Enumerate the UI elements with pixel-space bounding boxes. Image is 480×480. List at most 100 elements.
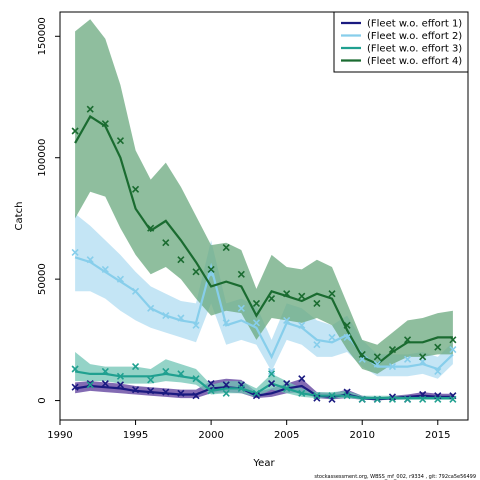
series-3-point bbox=[177, 370, 185, 378]
series-3-point bbox=[328, 392, 336, 400]
series-3-line bbox=[74, 370, 453, 400]
series-4-point bbox=[131, 185, 140, 193]
x-tick-label: 2005 bbox=[274, 430, 299, 441]
series-2-point bbox=[298, 321, 306, 329]
series-1-point bbox=[222, 381, 230, 389]
plot-area bbox=[71, 19, 457, 403]
series-4-point bbox=[388, 346, 397, 354]
series-4-point bbox=[373, 353, 381, 361]
series-4-line bbox=[74, 114, 453, 366]
series-4-point bbox=[71, 127, 79, 135]
series-2-point bbox=[237, 304, 245, 312]
x-tick-label: 2000 bbox=[198, 430, 223, 441]
x-axis-label: Year bbox=[252, 458, 275, 469]
series-2-point bbox=[86, 256, 94, 264]
series-3-point bbox=[419, 395, 427, 403]
series-3-point bbox=[267, 370, 276, 378]
series-3-point bbox=[343, 392, 351, 400]
series-1-point bbox=[71, 383, 79, 391]
series-4-point bbox=[147, 224, 155, 232]
series-1-point bbox=[131, 386, 140, 394]
series-2-point bbox=[373, 360, 381, 368]
series-4-point bbox=[403, 336, 412, 344]
series-4-point bbox=[222, 244, 230, 252]
series-4-point bbox=[298, 292, 306, 300]
series-4-point bbox=[252, 299, 261, 307]
y-tick-label: 0 bbox=[37, 397, 48, 403]
series-4-point bbox=[358, 350, 366, 358]
series-3-band bbox=[75, 352, 453, 400]
y-tick-label: 50000 bbox=[37, 263, 48, 295]
series-2-point bbox=[116, 275, 125, 283]
plot-frame bbox=[59, 11, 469, 421]
series-3-point bbox=[71, 365, 79, 373]
series-1-point bbox=[192, 392, 200, 400]
legend: (Fleet w.o. effort 1) (Fleet w.o. effort … bbox=[333, 11, 469, 73]
series-3-point bbox=[388, 395, 397, 403]
series-2-point bbox=[147, 304, 155, 312]
series-3-point bbox=[162, 367, 170, 375]
series-2-point bbox=[403, 355, 412, 363]
series-4-point bbox=[267, 295, 276, 303]
y-axis-label: Catch bbox=[14, 202, 25, 231]
series-4-point bbox=[101, 120, 109, 128]
series-4-point bbox=[419, 353, 427, 361]
series-4-point bbox=[86, 105, 94, 113]
series-1-point bbox=[101, 380, 109, 388]
series-1-point bbox=[147, 387, 155, 395]
x-tick-label: 2015 bbox=[425, 430, 450, 441]
series-3-point bbox=[434, 395, 442, 403]
series-3-point bbox=[116, 372, 125, 380]
series-1-point bbox=[267, 380, 276, 388]
series-1-point bbox=[86, 380, 94, 388]
series-1-point bbox=[207, 380, 215, 388]
footer-note: stockassessment.org, WBSS_mf_002, r9334 … bbox=[314, 474, 476, 480]
series-3-point bbox=[86, 381, 94, 389]
series-3-point bbox=[403, 395, 412, 403]
legend-label-1: (Fleet w.o. effort 1) bbox=[367, 19, 462, 30]
series-2-point bbox=[328, 333, 336, 341]
series-2-point bbox=[177, 314, 185, 322]
series-2-point bbox=[192, 321, 200, 329]
series-4-point bbox=[237, 270, 245, 278]
series-4-point bbox=[116, 137, 125, 145]
series-4-point bbox=[162, 239, 170, 247]
series-3-point bbox=[298, 389, 306, 397]
series-3-point bbox=[207, 387, 215, 395]
series-4-point bbox=[207, 265, 215, 273]
series-2-point bbox=[267, 367, 276, 375]
series-2-point bbox=[313, 341, 321, 349]
series-2-point bbox=[71, 248, 79, 256]
axes: 1990 1995 2000 2005 2010 2015 0 50000 100000 1500… bbox=[37, 11, 469, 441]
legend-label-4: (Fleet w.o. effort 4) bbox=[367, 56, 462, 67]
series-4-point bbox=[192, 268, 200, 276]
series-1-point bbox=[116, 381, 125, 389]
series-2-point bbox=[388, 363, 397, 371]
series-3-point bbox=[237, 384, 245, 392]
series-3-point bbox=[147, 376, 155, 384]
series-1-point bbox=[252, 392, 261, 400]
series-3-point bbox=[131, 363, 140, 371]
series-3-point bbox=[252, 389, 261, 397]
series-2-point bbox=[131, 287, 140, 295]
series-2-point bbox=[222, 319, 230, 327]
series-2-point bbox=[434, 367, 442, 375]
legend-label-3: (Fleet w.o. effort 3) bbox=[367, 44, 462, 55]
series-3-point bbox=[101, 367, 109, 375]
x-tick-label: 1995 bbox=[123, 430, 148, 441]
series-3-point bbox=[373, 395, 381, 403]
series-2-point bbox=[162, 312, 170, 320]
series-4-point bbox=[313, 299, 321, 307]
series-3-point bbox=[192, 375, 200, 383]
series-3-point bbox=[222, 389, 230, 397]
series-2-point bbox=[449, 346, 457, 354]
series-4-point bbox=[343, 321, 351, 329]
series-2-point bbox=[252, 319, 261, 327]
series-1-point bbox=[162, 388, 170, 396]
x-tick-label: 1990 bbox=[47, 430, 72, 441]
x-tick-label: 2010 bbox=[349, 430, 374, 441]
series-1-point bbox=[388, 393, 397, 401]
series-4-point bbox=[449, 336, 457, 344]
series-3-point bbox=[313, 392, 321, 400]
